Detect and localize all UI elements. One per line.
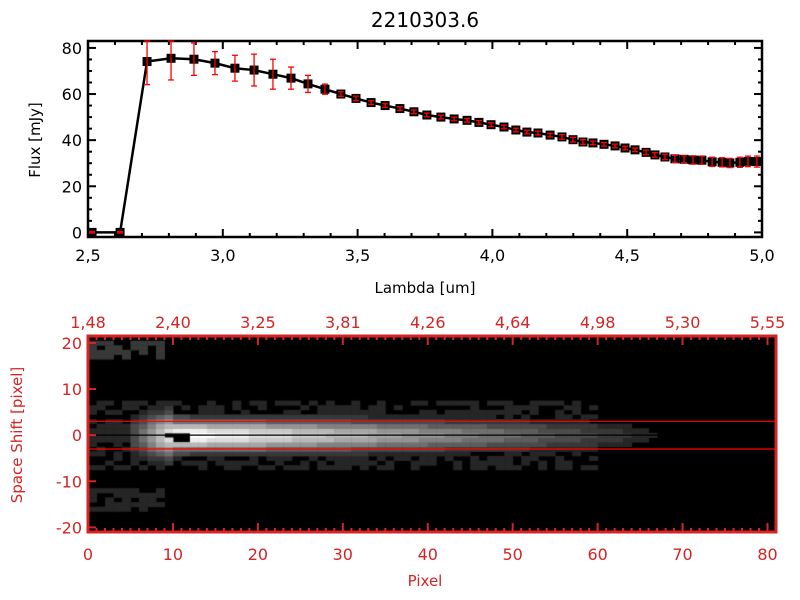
error-bar [89,231,96,234]
bottom-y-axis-label: Space Shift [pixel] [8,367,26,504]
y-tick-label: 0 [72,223,82,242]
error-bar [168,40,175,81]
error-bar [211,50,218,76]
error-bar [719,157,726,168]
error-bar [523,129,530,135]
error-bar [589,140,596,146]
y-tick-label: -20 [56,518,82,537]
error-bar [475,119,482,125]
flux-line [92,57,757,234]
x-tick-label: 20 [248,545,268,564]
x-tick-label: 5,0 [749,246,774,265]
error-bar [753,155,760,168]
bottom-plot-frame [86,334,778,534]
x-tick-label: 3,5 [345,246,370,265]
top-axis-wavelength-label: 4,64 [495,313,531,332]
error-bar [726,157,733,169]
x-tick-label: 80 [757,545,777,564]
error-bar [304,74,311,94]
error-bar [643,149,650,156]
top-axis-wavelength-label: 3,25 [240,313,276,332]
error-bar [190,42,197,77]
x-tick-label: 50 [503,545,523,564]
y-tick-label: -10 [56,472,82,491]
error-bar [579,139,586,145]
error-bar [736,156,743,169]
y-tick-label: 40 [62,131,82,150]
x-tick-label: 60 [587,545,607,564]
error-bar [632,147,639,153]
error-bar [451,116,458,122]
error-bar [382,103,389,109]
x-tick-label: 3,0 [210,246,235,265]
error-bar [512,127,519,133]
top-axis-wavelength-label: 4,98 [580,313,616,332]
error-bar [601,141,608,147]
top-axis-wavelength-label: 5,55 [750,313,786,332]
top-axis-wavelength-label: 5,30 [665,313,701,332]
error-bar [321,83,328,95]
error-bar [396,106,403,112]
error-bar [689,155,696,165]
top-axis-wavelength-label: 3,81 [325,313,361,332]
error-bar [744,155,751,168]
bottom-x-axis-label: Pixel [408,572,443,590]
error-bar [558,133,565,140]
error-bar [437,114,444,120]
error-bar [651,151,658,158]
error-bar [612,143,619,149]
x-tick-label: 70 [672,545,692,564]
error-bar [570,136,577,143]
x-tick-label: 0 [83,545,93,564]
y-tick-label: 80 [62,39,82,58]
error-bar [117,231,124,234]
top-axis-wavelength-label: 4,26 [410,313,446,332]
error-bar [368,100,375,106]
x-tick-label: 30 [333,545,353,564]
error-bar [337,91,344,97]
top-x-axis-label: Lambda [um] [375,279,476,297]
error-bar [423,112,430,118]
x-tick-label: 2,5 [75,246,100,265]
error-bar [144,40,151,86]
error-bar [661,153,668,161]
x-tick-label: 4,0 [480,246,505,265]
y-tick-label: 20 [62,177,82,196]
x-tick-label: 10 [163,545,183,564]
y-tick-label: 0 [72,426,82,445]
y-tick-label: 10 [62,380,82,399]
error-bar [534,130,541,136]
error-bar [622,145,629,151]
error-bar [671,154,678,163]
error-bar [410,109,417,115]
error-bar [709,156,716,168]
spectrum-image-heatmap [88,336,776,532]
top-plot-frame [86,39,764,239]
x-tick-label: 4,5 [614,246,639,265]
error-bar [269,58,276,90]
chart-title: 2210303.6 [371,8,479,32]
error-bar [288,66,295,90]
error-bar [352,95,359,102]
error-bar [488,122,495,128]
top-axis-wavelength-label: 1,48 [70,313,106,332]
error-bar [500,124,507,130]
top-axis-wavelength-label: 2,40 [155,313,191,332]
y-tick-label: 60 [62,85,82,104]
error-bar [681,155,688,164]
error-bar [231,54,238,82]
error-bar [464,117,471,123]
y-tick-label: 20 [62,334,82,353]
error-bar [698,155,705,166]
error-bar [547,132,554,138]
top-y-axis-label: Flux [mJy] [26,102,44,178]
x-tick-label: 40 [418,545,438,564]
error-bar [251,53,258,87]
